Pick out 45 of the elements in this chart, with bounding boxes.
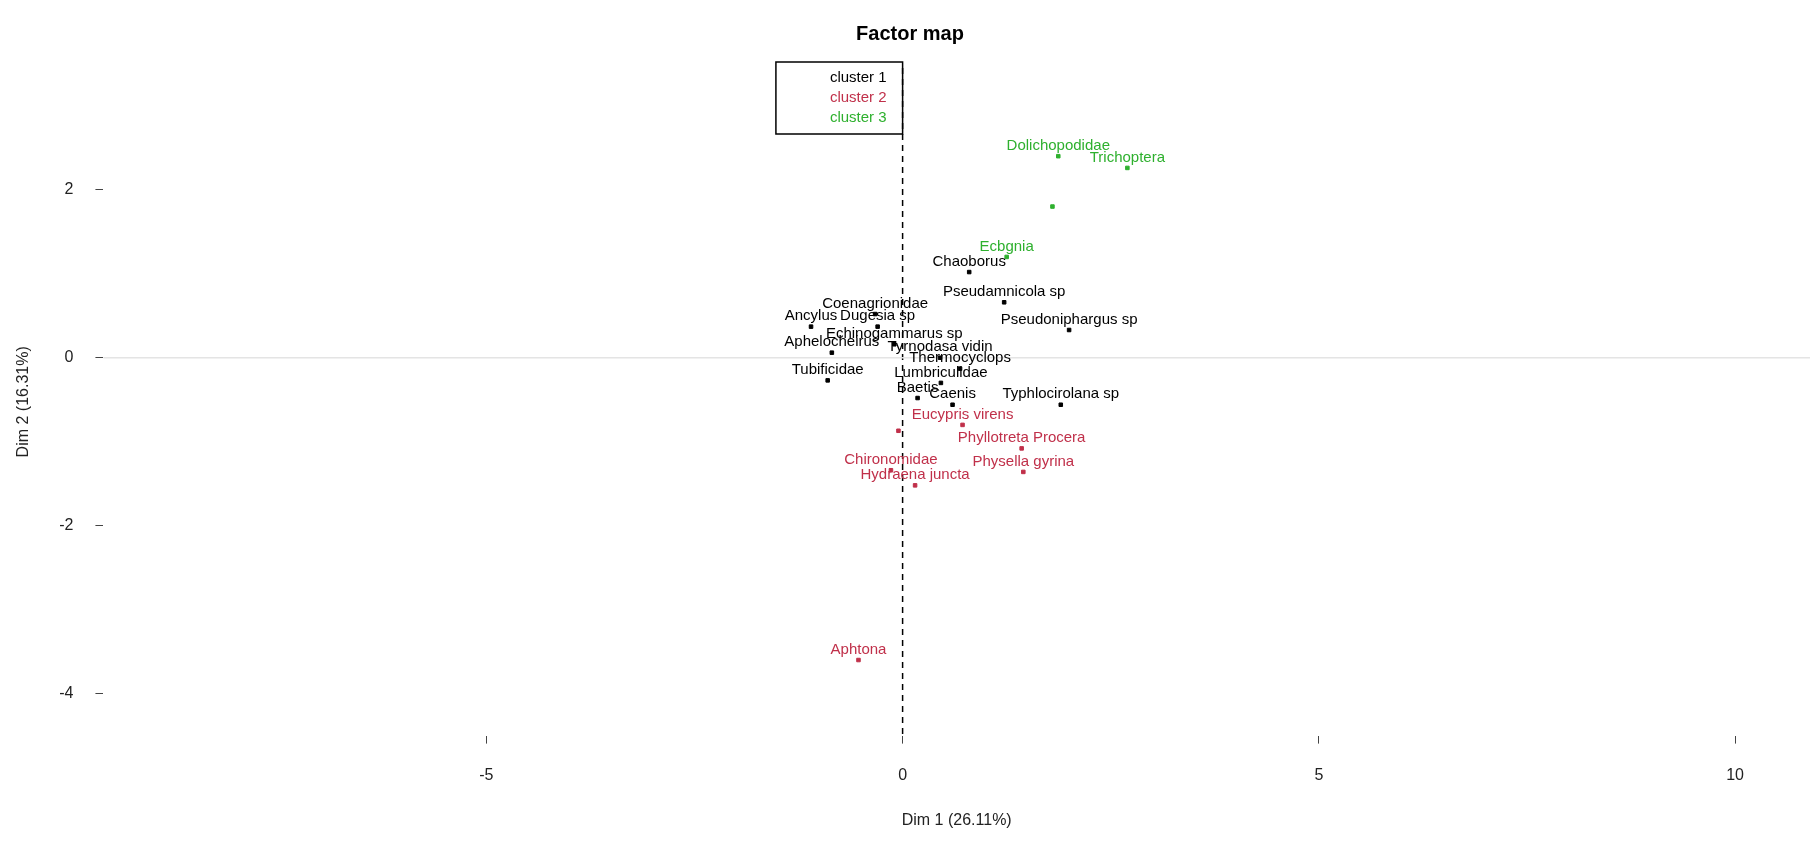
point (1019, 446, 1024, 451)
y-tick-label: 0 (64, 348, 74, 366)
point (1001, 300, 1007, 305)
data-label: Ecbgnia (979, 236, 1035, 254)
y-tick-label: -4 (59, 684, 74, 702)
point (829, 350, 835, 355)
data-label: Phyllotreta Procera (957, 428, 1087, 446)
point (1066, 327, 1072, 333)
y-tick-label: 2 (64, 180, 74, 198)
point (966, 269, 972, 275)
point (1050, 204, 1055, 209)
point (1021, 469, 1026, 475)
data-label: Aphtona (830, 639, 888, 657)
x-axis-title: Dim 1 (26.11%) (901, 810, 1012, 828)
point (950, 402, 955, 408)
point (808, 324, 814, 329)
text: cluster 1 (829, 68, 887, 86)
point (856, 657, 861, 663)
data-label: Physella gyrina (972, 451, 1075, 469)
chart-title: Factor map (856, 21, 964, 44)
x-tick-label: 10 (1726, 765, 1745, 783)
text: cluster 3 (829, 108, 887, 126)
x-tick-label: 0 (898, 765, 908, 783)
point (960, 422, 965, 428)
point (896, 428, 901, 434)
text: cluster 2 (829, 88, 887, 106)
point (825, 378, 830, 383)
point (1125, 165, 1130, 171)
x-tick-label: 5 (1314, 765, 1324, 783)
data-label: Chironomidae (844, 449, 938, 467)
data-label: Pseudamnicola sp (942, 281, 1066, 299)
point (938, 380, 944, 386)
point (1058, 402, 1064, 408)
y-tick-label: -2 (59, 516, 74, 534)
y-axis-title: Dim 2 (16.31%) (14, 346, 32, 458)
data-label: Tubificidae (791, 360, 864, 378)
data-label: Typhlocirolana sp (1002, 384, 1120, 402)
point (1056, 153, 1061, 159)
data-label: Hydraena juncta (860, 465, 971, 482)
point (912, 483, 918, 488)
data-label: Eucypris virens (911, 404, 1014, 422)
data-label: Chaoborus (932, 251, 1006, 269)
data-label: Pseudoniphargus sp (1000, 309, 1138, 327)
point (915, 395, 920, 401)
x-tick-label: -5 (479, 765, 494, 783)
